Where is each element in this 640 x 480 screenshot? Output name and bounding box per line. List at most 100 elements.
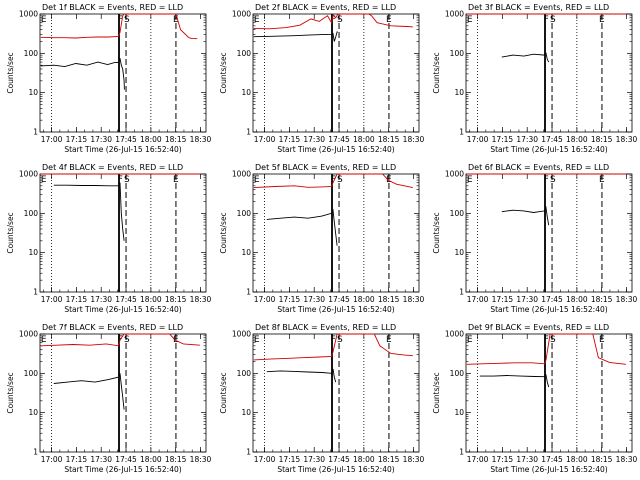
x-tick-label: 18:00 (566, 295, 588, 304)
marker-label-e: E (41, 15, 47, 25)
y-axis-label: Counts/sec (219, 212, 228, 253)
axes-frame (465, 13, 633, 133)
chart-panel-6: Det 6f BLACK = Events, RED = LLD Counts/s… (432, 163, 638, 314)
x-tick-label: 18:30 (403, 135, 425, 144)
y-tick-label: 10 (241, 248, 251, 257)
y-tick-label: 1 (246, 288, 251, 297)
marker-label-e: E (467, 335, 473, 345)
series-line-events (479, 374, 550, 388)
x-tick-label: 18:00 (566, 135, 588, 144)
x-axis-label: Start Time (26-Jul-15 16:52:40) (277, 145, 394, 154)
x-tick-label: 18:00 (353, 135, 375, 144)
x-tick-label: 17:30 (90, 455, 112, 464)
axes-frame (465, 333, 633, 453)
y-tick-label: 100 (237, 369, 252, 378)
series-line-events (266, 368, 337, 383)
chart-panel-8: Det 8f BLACK = Events, RED = LLD Counts/s… (219, 323, 425, 474)
marker-label-f: F (331, 335, 336, 345)
y-tick-label: 1000 (445, 170, 464, 179)
x-tick-label: 17:00 (41, 135, 63, 144)
x-axis-label: Start Time (26-Jul-15 16:52:40) (490, 465, 607, 474)
chart-title: Det 5f BLACK = Events, RED = LLD (255, 163, 396, 172)
y-tick-label: 100 (450, 209, 465, 218)
chart-title: Det 4f BLACK = Events, RED = LLD (42, 163, 183, 172)
x-tick-label: 18:30 (403, 455, 425, 464)
x-tick-label: 17:45 (115, 135, 137, 144)
x-tick-label: 17:30 (90, 135, 112, 144)
marker-label-e: E (467, 15, 473, 25)
x-tick-label: 17:00 (254, 455, 276, 464)
chart-panel-2: Det 2f BLACK = Events, RED = LLD Counts/s… (219, 3, 425, 154)
x-tick-label: 17:30 (303, 455, 325, 464)
series-line-events (501, 205, 550, 226)
y-tick-label: 1 (246, 448, 251, 457)
x-tick-label: 17:00 (254, 295, 276, 304)
marker-label-e: E (254, 15, 260, 25)
marker-label-e: E (386, 175, 392, 185)
marker-label-e: E (41, 175, 47, 185)
y-tick-label: 1000 (19, 170, 38, 179)
x-tick-label: 18:15 (378, 135, 400, 144)
x-tick-label: 18:15 (378, 295, 400, 304)
marker-label-f: F (331, 175, 336, 185)
chart-title: Det 1f BLACK = Events, RED = LLD (42, 3, 183, 12)
axes-frame (39, 13, 207, 133)
marker-label-s: S (124, 335, 130, 345)
x-tick-label: 18:15 (165, 295, 187, 304)
marker-label-e: E (173, 15, 179, 25)
x-tick-label: 18:00 (353, 295, 375, 304)
marker-label-e: E (599, 15, 605, 25)
x-axis-label: Start Time (26-Jul-15 16:52:40) (490, 145, 607, 154)
x-tick-label: 18:00 (140, 295, 162, 304)
axes-frame (252, 333, 420, 453)
y-axis-label: Counts/sec (432, 372, 441, 413)
y-tick-label: 1 (246, 128, 251, 137)
y-tick-label: 10 (454, 88, 464, 97)
x-tick-label: 17:30 (90, 295, 112, 304)
x-tick-label: 17:15 (66, 135, 88, 144)
axes-frame (465, 173, 633, 293)
axes-frame (252, 173, 420, 293)
y-tick-label: 1 (459, 288, 464, 297)
y-axis-label: Counts/sec (219, 372, 228, 413)
x-axis-label: Start Time (26-Jul-15 16:52:40) (490, 305, 607, 314)
x-tick-label: 18:30 (190, 135, 212, 144)
series-line-lld (253, 333, 413, 361)
marker-label-f: F (118, 175, 123, 185)
x-tick-label: 18:30 (616, 295, 638, 304)
chart-panel-3: Det 3f BLACK = Events, RED = LLD Counts/s… (432, 3, 638, 154)
y-tick-label: 100 (237, 209, 252, 218)
chart-title: Det 7f BLACK = Events, RED = LLD (42, 323, 183, 332)
marker-label-s: S (337, 175, 343, 185)
marker-label-s: S (550, 15, 556, 25)
y-tick-label: 10 (241, 408, 251, 417)
chart-title: Det 3f BLACK = Events, RED = LLD (468, 3, 609, 12)
y-tick-label: 100 (24, 49, 39, 58)
marker-label-e: E (173, 175, 179, 185)
y-tick-label: 1000 (445, 330, 464, 339)
series-line-lld (253, 173, 413, 189)
x-tick-label: 18:00 (353, 455, 375, 464)
x-tick-label: 17:15 (66, 455, 88, 464)
x-tick-label: 17:00 (254, 135, 276, 144)
marker-label-s: S (550, 175, 556, 185)
x-tick-label: 18:30 (616, 135, 638, 144)
marker-label-f: F (331, 15, 336, 25)
y-tick-label: 10 (454, 248, 464, 257)
series-line-lld (253, 13, 413, 30)
x-tick-label: 18:00 (566, 455, 588, 464)
series-line-events (40, 58, 125, 90)
chart-panel-7: Det 7f BLACK = Events, RED = LLD Counts/s… (6, 323, 212, 474)
y-axis-label: Counts/sec (6, 372, 15, 413)
x-tick-label: 18:30 (403, 295, 425, 304)
series-line-lld (40, 13, 198, 40)
x-tick-label: 17:45 (115, 455, 137, 464)
x-tick-label: 18:30 (616, 455, 638, 464)
marker-label-f: F (544, 335, 549, 345)
y-tick-label: 1000 (19, 10, 38, 19)
y-tick-label: 1000 (19, 330, 38, 339)
series-line-events (501, 52, 550, 63)
x-axis-label: Start Time (26-Jul-15 16:52:40) (64, 305, 181, 314)
marker-label-e: E (41, 335, 47, 345)
series-line-events (53, 182, 125, 241)
